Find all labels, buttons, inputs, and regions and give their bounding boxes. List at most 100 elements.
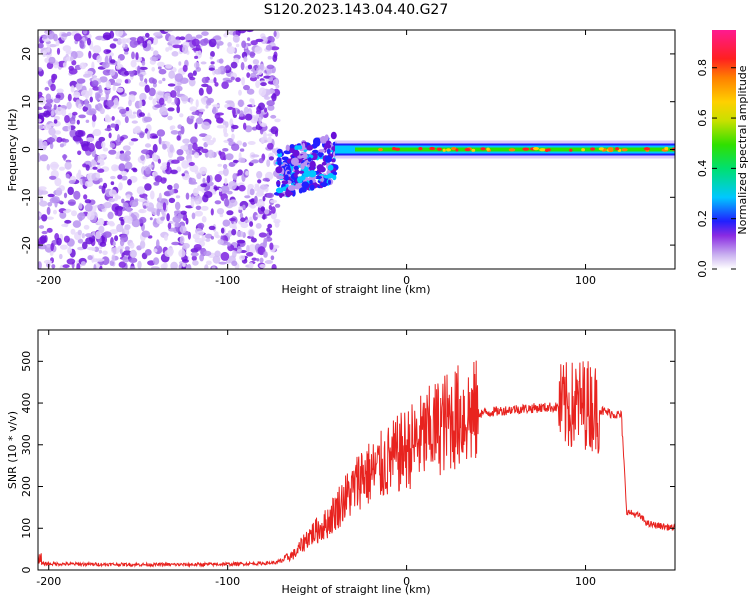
noise-blob [38, 124, 44, 130]
noise-blob [46, 163, 50, 171]
noise-blob [138, 99, 143, 108]
noise-blob [267, 104, 275, 111]
onset-blob [287, 185, 296, 191]
noise-blob [230, 76, 235, 81]
colorbar-tick-label: 0.2 [696, 210, 709, 228]
noise-blob [77, 150, 82, 156]
noise-blob [246, 252, 254, 257]
noise-blob [268, 156, 274, 161]
noise-blob [223, 167, 229, 177]
onset-blob [297, 176, 303, 184]
noise-blob [86, 211, 95, 221]
noise-blob [231, 133, 235, 140]
noise-blob [214, 82, 219, 87]
noise-blob [275, 84, 280, 89]
noise-blob [118, 261, 126, 268]
noise-blob [267, 55, 272, 60]
noise-blob [195, 44, 201, 51]
noise-blob [143, 116, 153, 123]
noise-blob [238, 157, 246, 163]
noise-blob [75, 83, 81, 89]
noise-blob [104, 128, 112, 132]
x-tick-label: 100 [575, 274, 596, 287]
noise-blob [222, 164, 228, 169]
noise-blob [221, 81, 229, 89]
tone-peak [621, 148, 628, 152]
x-tick-label: 0 [403, 575, 410, 588]
noise-blob [58, 166, 66, 171]
noise-blob [156, 129, 166, 137]
onset-blob [327, 173, 334, 179]
noise-blob [51, 264, 56, 269]
noise-blob [71, 210, 77, 217]
noise-blob [271, 264, 277, 269]
noise-blob [91, 159, 96, 166]
noise-blob [176, 156, 185, 162]
noise-blob [166, 213, 170, 222]
noise-blob [176, 149, 184, 156]
snr-plot [38, 360, 675, 569]
onset-blob [283, 150, 289, 154]
y-tick-label: 0 [20, 567, 33, 574]
noise-blob [262, 195, 266, 202]
noise-blob [59, 253, 63, 260]
noise-blob [195, 205, 202, 210]
noise-blob [59, 244, 68, 250]
noise-blob [269, 199, 278, 204]
noise-blob [79, 62, 87, 70]
noise-blob [203, 250, 212, 257]
noise-blob [189, 97, 194, 105]
noise-blob [126, 206, 132, 213]
onset-blob [308, 170, 317, 178]
noise-blob [144, 183, 152, 191]
noise-blob [206, 139, 215, 146]
noise-blob [232, 34, 240, 43]
noise-blob [80, 261, 86, 266]
noise-blob [178, 249, 186, 258]
noise-blob [163, 234, 168, 241]
noise-blob [63, 154, 67, 161]
noise-blob [160, 165, 167, 171]
noise-blob [56, 47, 61, 55]
noise-blob [188, 181, 198, 185]
noise-blob [103, 201, 112, 209]
noise-blob [129, 249, 137, 258]
noise-blob [102, 231, 112, 238]
noise-blob [129, 242, 135, 249]
noise-blob [38, 106, 43, 111]
onset-blob [331, 158, 336, 163]
noise-blob [150, 266, 160, 269]
noise-blob [80, 89, 89, 97]
noise-blob [108, 198, 115, 203]
noise-blob [192, 260, 199, 266]
noise-blob [250, 154, 260, 158]
noise-blob [83, 194, 88, 200]
noise-blob [88, 50, 92, 59]
noise-blob [238, 89, 242, 96]
noise-blob [171, 51, 179, 57]
noise-blob [63, 235, 70, 243]
noise-blob [264, 260, 273, 264]
tone-peak [615, 147, 620, 151]
noise-blob [252, 211, 259, 221]
noise-blob [260, 36, 268, 44]
noise-blob [95, 140, 104, 150]
noise-blob [38, 225, 45, 229]
noise-blob [62, 210, 70, 214]
noise-blob [264, 208, 270, 215]
noise-blob [46, 206, 51, 215]
noise-blob [240, 62, 245, 71]
noise-blob [116, 78, 123, 84]
noise-blob [255, 223, 262, 229]
tone-peak [522, 147, 530, 151]
noise-blob [136, 186, 146, 195]
noise-blob [85, 119, 90, 124]
noise-blob [162, 202, 167, 211]
noise-blob [220, 185, 230, 193]
noise-blob [266, 64, 275, 70]
noise-blob [192, 233, 200, 240]
noise-blob [182, 44, 189, 54]
noise-blob [195, 99, 199, 108]
noise-blob [258, 232, 267, 238]
noise-blob [243, 84, 250, 91]
